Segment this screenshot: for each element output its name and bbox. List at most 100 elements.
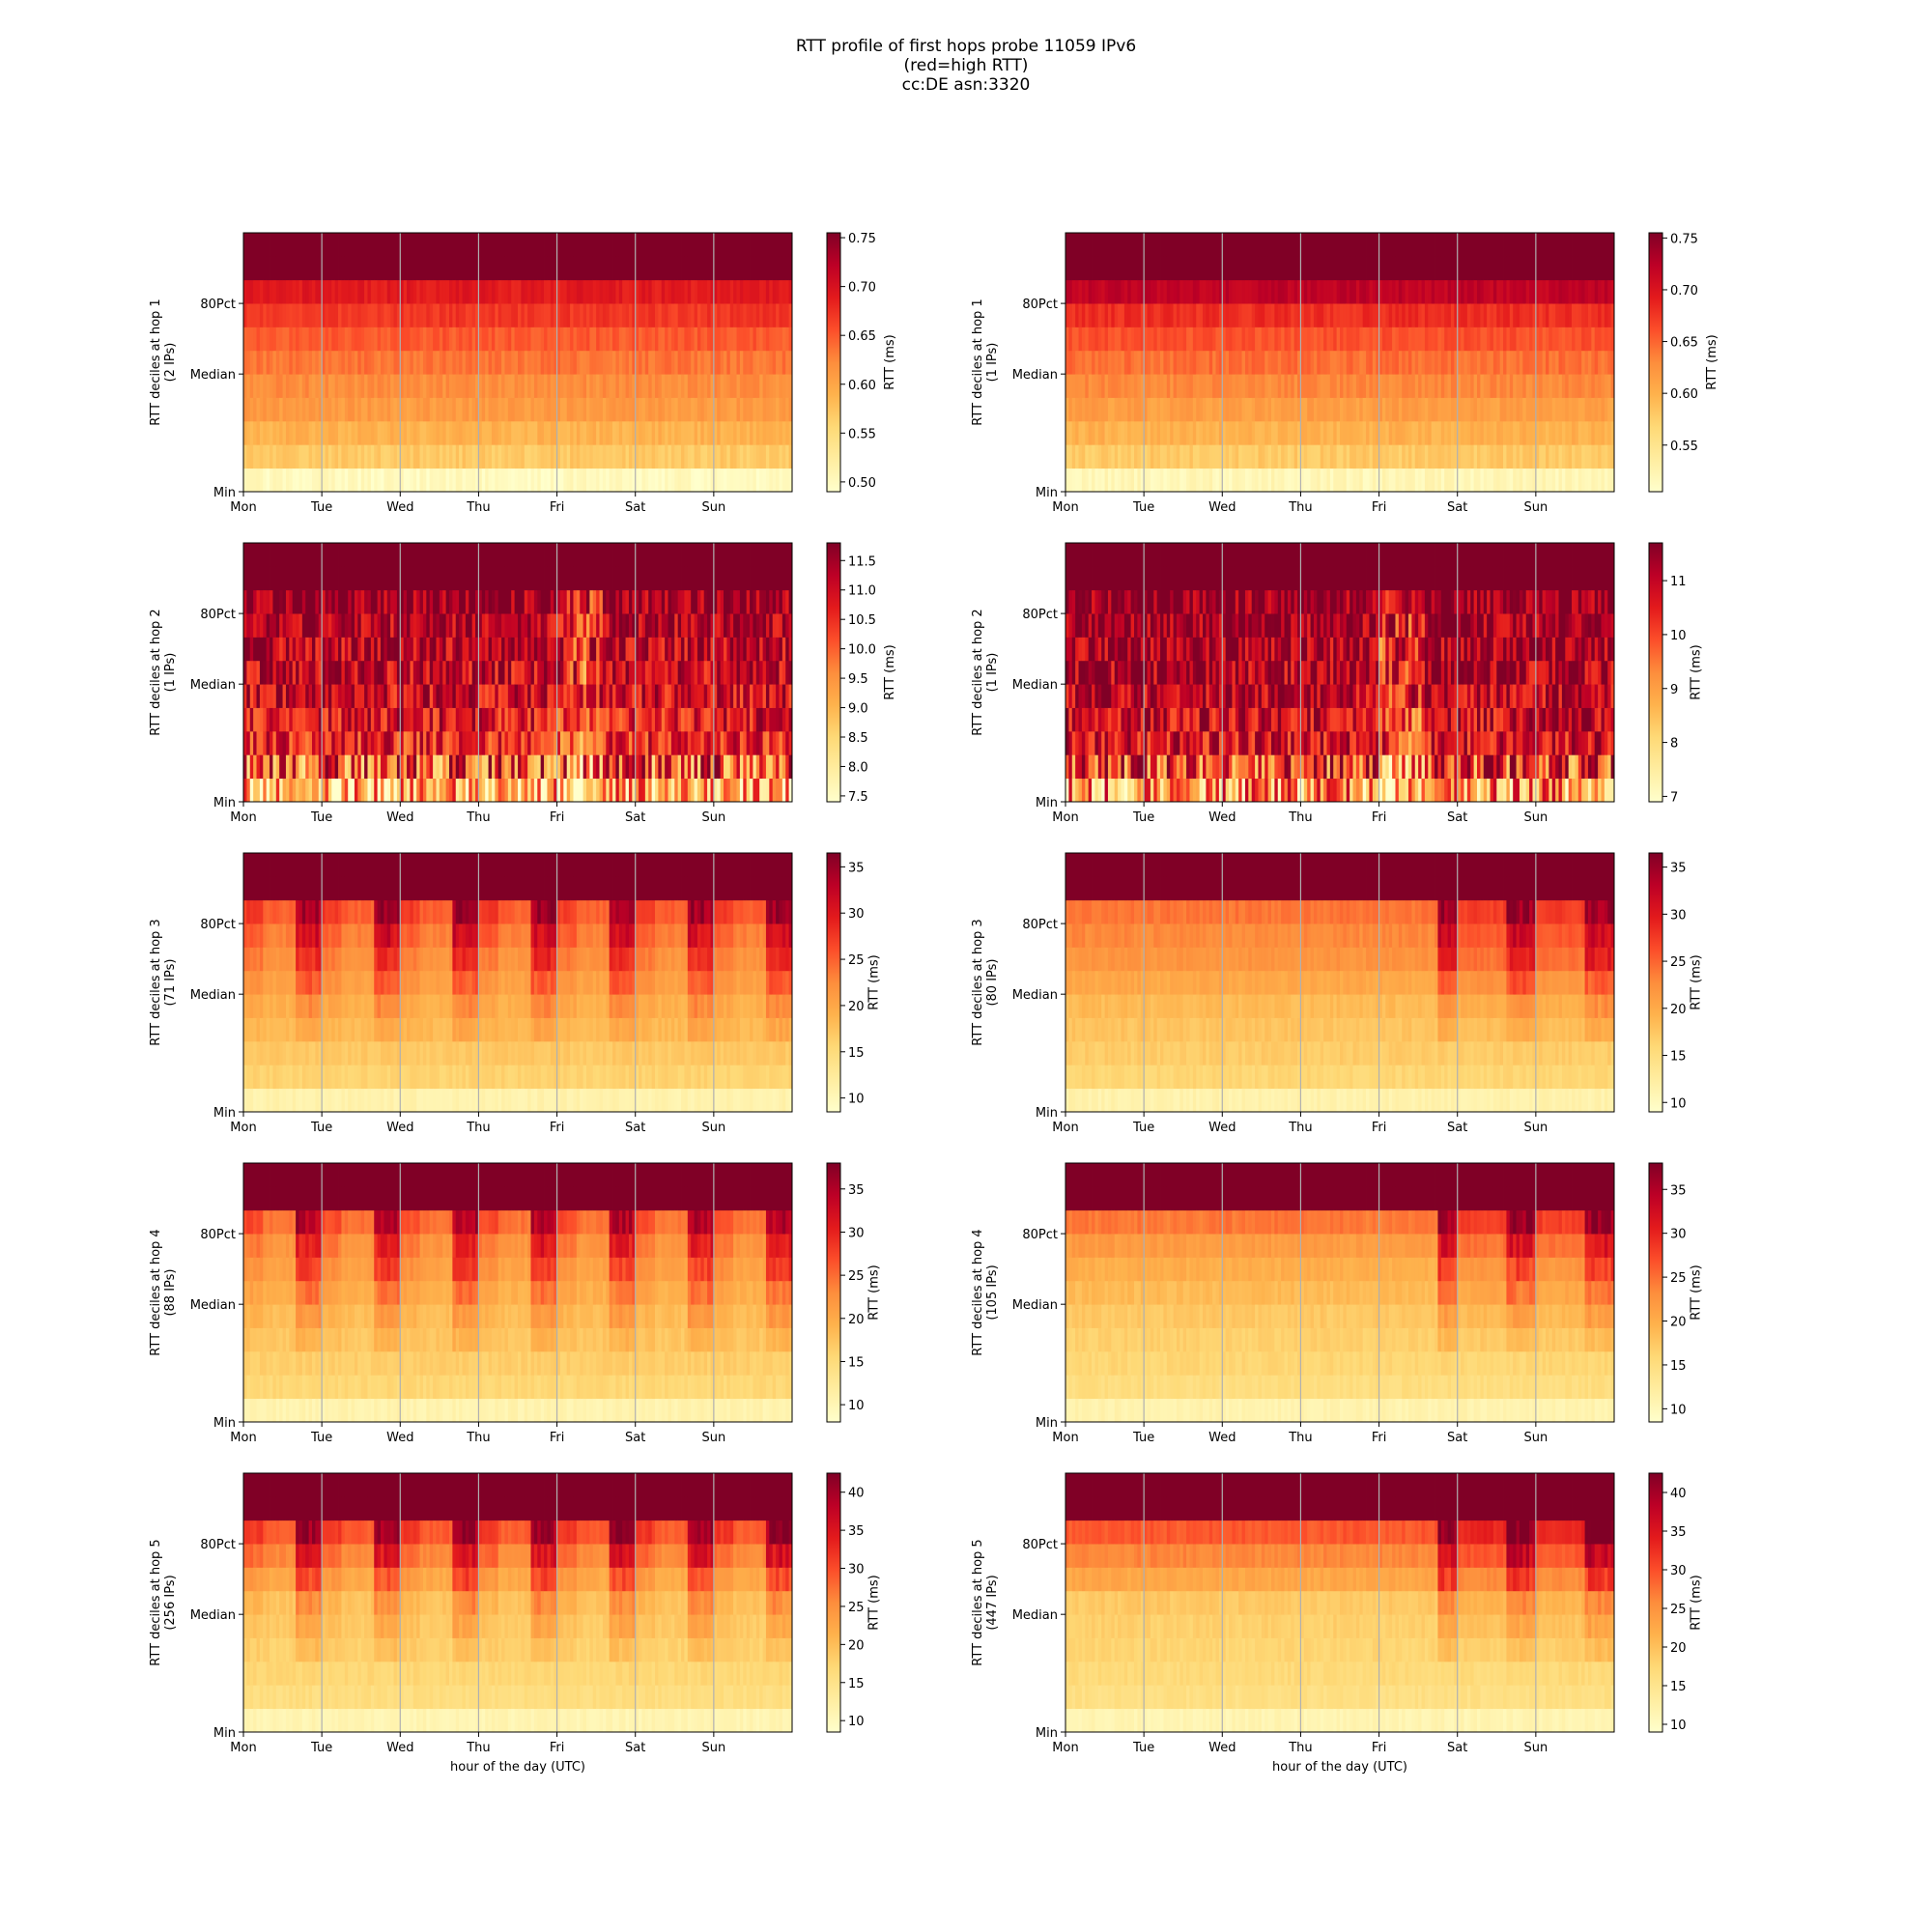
heatmap-cell <box>407 279 411 304</box>
heatmap-cell <box>765 279 770 304</box>
heatmap-cell <box>511 684 516 708</box>
y-tick-label: Min <box>213 486 236 500</box>
heatmap-cell <box>1229 256 1233 281</box>
heatmap-cell <box>1431 468 1435 493</box>
heatmap-cell <box>563 778 568 803</box>
heatmap-cell <box>556 256 561 281</box>
heatmap-cell <box>436 374 440 398</box>
heatmap-cell <box>1572 233 1576 257</box>
heatmap-cell <box>478 543 483 567</box>
heatmap-cell <box>1196 303 1201 327</box>
heatmap-cell <box>641 279 646 304</box>
heatmap-cell <box>1267 468 1272 493</box>
heatmap-cell <box>1173 256 1178 281</box>
heatmap-cell <box>289 233 294 257</box>
colorbar-tick-label: 0.75 <box>1670 232 1698 246</box>
heatmap-cell <box>390 350 394 375</box>
heatmap-cell <box>1516 420 1520 445</box>
heatmap-cell <box>381 613 384 638</box>
heatmap-cell <box>325 566 329 591</box>
heatmap-cell <box>1388 397 1393 422</box>
heatmap-cell <box>514 374 519 398</box>
heatmap-cell <box>1431 397 1435 422</box>
heatmap-cell <box>670 233 675 257</box>
heatmap-cell <box>495 660 499 685</box>
heatmap-cell <box>681 303 685 327</box>
heatmap-cell <box>681 327 685 352</box>
heatmap-cell <box>1336 303 1341 327</box>
heatmap-cell <box>1088 350 1093 375</box>
heatmap-cell <box>596 303 600 327</box>
heatmap-cell <box>344 468 349 493</box>
heatmap-cell <box>514 350 519 375</box>
heatmap-cell <box>1147 303 1151 327</box>
heatmap-cell <box>433 256 437 281</box>
heatmap-cell <box>1156 420 1161 445</box>
heatmap-cell <box>724 374 727 398</box>
figure-title: RTT profile of first hops probe 11059 IP… <box>0 37 1932 95</box>
heatmap-cell <box>478 444 483 469</box>
heatmap-cell <box>1284 397 1289 422</box>
heatmap-cell <box>665 397 668 422</box>
heatmap-cell <box>527 327 531 352</box>
heatmap-cell <box>632 279 637 304</box>
heatmap-cell <box>592 303 597 327</box>
heatmap-cell <box>1461 468 1464 493</box>
heatmap-cell <box>1610 279 1615 304</box>
heatmap-cell <box>602 327 607 352</box>
heatmap-cell <box>270 684 273 708</box>
heatmap-cell <box>547 303 552 327</box>
heatmap-cell <box>396 684 401 708</box>
heatmap-cell <box>618 420 623 445</box>
heatmap-cell <box>275 444 280 469</box>
heatmap-cell <box>1509 279 1514 304</box>
heatmap-cell <box>1496 350 1501 375</box>
heatmap-cell <box>547 707 552 732</box>
heatmap-cell <box>521 374 526 398</box>
heatmap-cell <box>1092 374 1095 398</box>
heatmap-cell <box>1568 327 1573 352</box>
heatmap-cell <box>1577 374 1582 398</box>
heatmap-cell <box>1594 374 1599 398</box>
heatmap-cell <box>1130 444 1135 469</box>
heatmap-cell <box>354 707 358 732</box>
heatmap-cell <box>1140 279 1145 304</box>
heatmap-cell <box>1313 279 1318 304</box>
heatmap-cell <box>364 684 368 708</box>
heatmap-cell <box>589 566 594 591</box>
heatmap-cell <box>566 374 571 398</box>
heatmap-cell <box>439 279 443 304</box>
heatmap-cell <box>1170 420 1174 445</box>
heatmap-cell <box>315 778 320 803</box>
heatmap-cell <box>687 397 692 422</box>
heatmap-cell <box>403 589 408 614</box>
heatmap-cell <box>481 303 486 327</box>
heatmap-cell <box>1333 350 1338 375</box>
heatmap-cell <box>1610 233 1615 257</box>
heatmap-cell <box>348 589 352 614</box>
heatmap-cell <box>501 256 505 281</box>
heatmap-cell <box>674 303 679 327</box>
heatmap-cell <box>1551 374 1556 398</box>
heatmap-cell <box>1421 233 1426 257</box>
heatmap-cell <box>253 233 257 257</box>
heatmap-cell <box>1601 420 1605 445</box>
heatmap-cell <box>327 589 332 614</box>
heatmap-cell <box>1212 468 1216 493</box>
heatmap-cell <box>580 566 584 591</box>
heatmap-cell <box>370 303 375 327</box>
heatmap-cell <box>586 350 590 375</box>
heatmap-cell <box>1104 374 1109 398</box>
heatmap-cell <box>465 256 469 281</box>
heatmap-cell <box>769 327 774 352</box>
heatmap-cell <box>566 613 571 638</box>
heatmap-cell <box>511 468 516 493</box>
heatmap-cell <box>1291 444 1295 469</box>
heatmap-cell <box>772 374 777 398</box>
heatmap-cell <box>1329 420 1334 445</box>
heatmap-cell <box>615 256 620 281</box>
heatmap-cell <box>1408 256 1412 281</box>
heatmap-cell <box>648 327 653 352</box>
heatmap-cell <box>1447 350 1452 375</box>
heatmap-cell <box>1388 327 1393 352</box>
